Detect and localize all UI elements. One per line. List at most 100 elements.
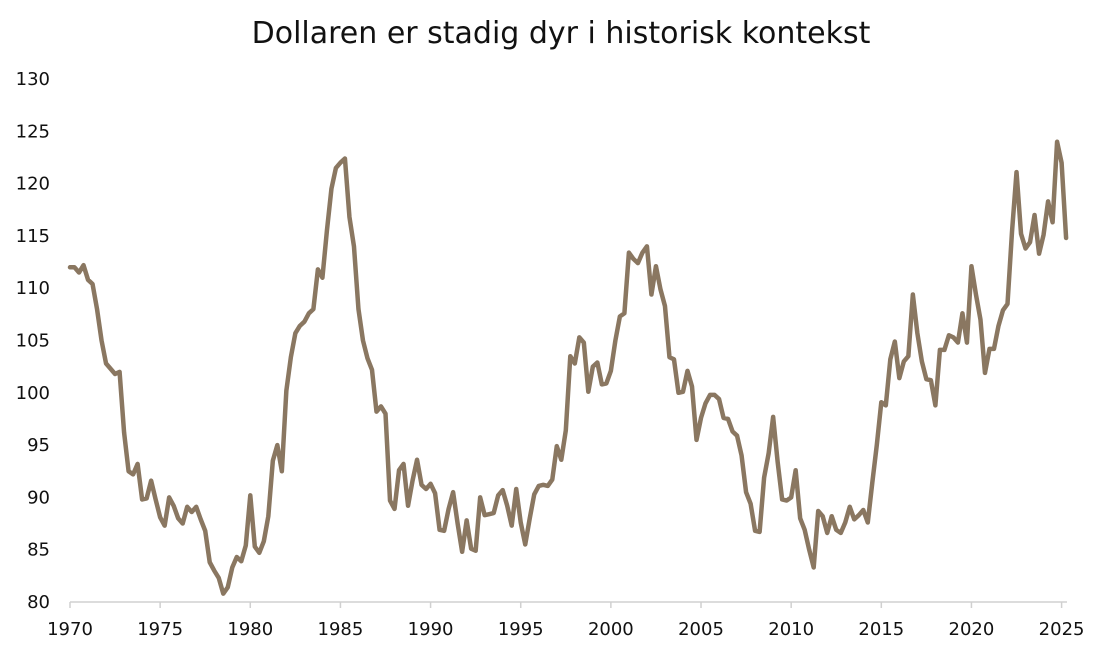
data-point [199, 518, 202, 521]
data-point [803, 528, 806, 532]
data-point [735, 434, 739, 437]
data-point [393, 507, 396, 511]
x-tick-label: 1970 [47, 619, 93, 640]
data-point [582, 341, 586, 344]
data-point [762, 476, 766, 479]
data-point [312, 307, 315, 311]
data-point [226, 586, 229, 589]
data-point [798, 517, 802, 520]
data-point [276, 443, 279, 447]
data-point [208, 561, 211, 564]
data-point [875, 443, 878, 447]
data-point [528, 517, 531, 520]
data-point [911, 293, 915, 296]
data-point [348, 215, 351, 219]
data-point [213, 569, 216, 572]
data-point [830, 515, 833, 518]
data-point [767, 452, 770, 455]
data-point [871, 481, 874, 484]
data-point [1019, 232, 1023, 236]
data-point [231, 566, 234, 569]
data-point [1060, 161, 1063, 164]
data-point [285, 389, 288, 392]
data-point [113, 372, 117, 376]
data-point [1046, 200, 1050, 203]
data-point [131, 473, 135, 476]
data-point [1006, 302, 1009, 306]
data-point [681, 390, 685, 393]
x-tick-label: 1990 [408, 619, 454, 640]
data-point [663, 304, 667, 308]
data-point [298, 324, 302, 328]
data-point [866, 521, 869, 524]
data-point [127, 470, 130, 473]
data-point [515, 487, 518, 491]
x-tick-label: 1985 [318, 619, 364, 640]
data-point [880, 401, 883, 404]
data-point [537, 484, 540, 488]
y-tick-label: 95 [27, 435, 50, 456]
data-point [258, 551, 261, 555]
y-tick-label: 80 [27, 592, 50, 613]
data-point [1028, 240, 1032, 244]
data-point [979, 318, 982, 321]
x-tick-label: 2015 [858, 619, 904, 640]
x-tick-label: 2025 [1039, 619, 1085, 640]
data-point [330, 187, 333, 191]
data-point [744, 490, 748, 494]
plot-area [67, 139, 1069, 596]
data-point [654, 265, 658, 268]
data-point [794, 469, 797, 472]
data-point [73, 266, 76, 269]
data-point [974, 293, 978, 296]
data-point [370, 368, 374, 371]
data-point [303, 320, 306, 323]
data-point [510, 524, 513, 527]
data-point [321, 276, 324, 279]
data-point [632, 257, 635, 261]
data-point [551, 478, 554, 481]
data-point [668, 356, 671, 359]
data-point [731, 430, 734, 433]
y-tick-label: 90 [27, 487, 50, 508]
data-point [929, 379, 933, 382]
data-point [158, 516, 162, 519]
x-tick-label: 1980 [227, 619, 273, 640]
data-point [1024, 247, 1027, 250]
data-point [77, 271, 81, 274]
data-point [429, 482, 432, 485]
x-tick-label: 2000 [588, 619, 634, 640]
data-point [109, 367, 112, 370]
data-point [623, 312, 626, 315]
data-point [267, 515, 270, 518]
x-axis: 1970 1975 1980 1985 1990 1995 2000 2005 2010 2015… [47, 601, 1085, 640]
data-point [424, 487, 428, 491]
data-point [659, 288, 662, 291]
data-point [140, 498, 144, 501]
data-point [420, 483, 423, 487]
data-point [835, 528, 838, 532]
data-point [645, 245, 649, 248]
data-point [82, 263, 85, 267]
data-point [240, 560, 243, 563]
data-point [641, 251, 644, 254]
y-tick-label: 100 [16, 383, 50, 404]
data-point [379, 405, 383, 408]
data-point [451, 490, 455, 494]
data-point [965, 341, 969, 344]
data-point [1010, 230, 1014, 233]
data-point [388, 499, 392, 502]
data-point [636, 261, 640, 265]
data-point [826, 531, 829, 535]
data-point [785, 499, 788, 502]
data-point [235, 555, 238, 559]
data-point [222, 592, 225, 595]
data-point [573, 362, 577, 365]
data-point [722, 416, 725, 420]
data-point [397, 469, 401, 472]
data-point [68, 266, 72, 269]
series-line [67, 139, 1069, 596]
data-point [411, 479, 414, 482]
data-point [839, 531, 842, 535]
data-point [817, 509, 820, 513]
